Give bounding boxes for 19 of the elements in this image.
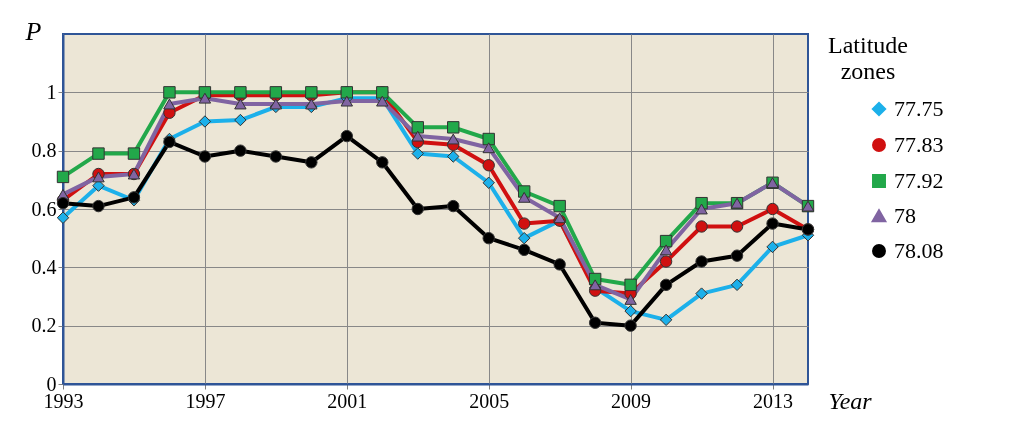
y-axis-title: P <box>24 16 42 46</box>
x-axis-title: Year <box>828 387 873 414</box>
y-tick-label: 0.8 <box>31 139 57 162</box>
y-tick-label: 0.2 <box>31 314 57 337</box>
legend-label: 77.83 <box>894 132 944 157</box>
x-tick-label: 2009 <box>611 389 652 412</box>
legend-title: Latitude zones <box>828 32 908 84</box>
x-tick-label: 2005 <box>469 389 510 412</box>
y-tick-label: 0.4 <box>31 255 57 278</box>
y-tick-label: 0.6 <box>31 197 57 220</box>
legend-label: 77.75 <box>894 96 944 121</box>
x-tick-label: 1997 <box>185 389 226 412</box>
x-tick-label: 2001 <box>327 389 368 412</box>
y-tick-label: 1 <box>46 80 57 103</box>
x-tick-label: 2013 <box>753 389 794 412</box>
legend-label: 78.08 <box>894 238 944 263</box>
legend-label: 77.92 <box>894 168 944 193</box>
legend-label: 78 <box>894 203 916 228</box>
y-tick-label: 0 <box>46 372 57 395</box>
